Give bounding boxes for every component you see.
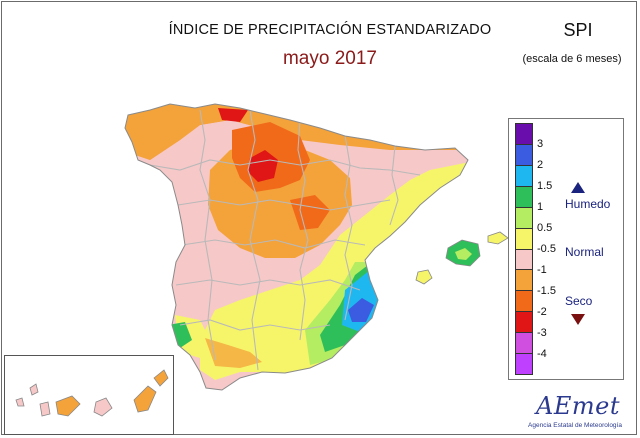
legend-swatch: [516, 186, 532, 208]
legend-swatch: [516, 354, 532, 375]
index-label: SPI: [563, 20, 593, 40]
map-period: mayo 2017: [282, 48, 377, 69]
humid-arrow-icon: [571, 182, 585, 193]
legend-tick-label: 2: [537, 159, 544, 171]
legend-swatch: [516, 144, 532, 166]
legend-tick-label: 1: [537, 201, 544, 213]
legend-tick-label: -4: [537, 348, 547, 360]
dry-arrow-icon: [571, 314, 585, 325]
legend-swatch: [516, 207, 532, 229]
legend-colorbar: [515, 123, 533, 375]
legend-swatch: [516, 124, 532, 145]
legend-tick-label: -2: [537, 306, 547, 318]
canary-inset-frame: [4, 355, 174, 435]
logo-wordmark: AEmet: [536, 392, 620, 420]
balearic-islands: [415, 231, 509, 285]
province-borders: [149, 109, 421, 371]
spi-choropleth: [125, 104, 468, 390]
legend-tick-label: 3: [537, 138, 544, 150]
category-dry: Seco: [565, 294, 593, 308]
spi-legend: 3 2 1.5 1 0.5 -0.5 -1 -1.5 -2 -3 -4 Humedo Normal …: [508, 118, 624, 380]
category-humid: Humedo: [565, 197, 611, 211]
legend-tick-label: 0.5: [537, 222, 553, 234]
category-normal: Normal: [565, 245, 604, 259]
legend-tick-label: -1.5: [537, 285, 556, 297]
scale-label: (escala de 6 meses): [522, 53, 622, 65]
legend-swatch: [516, 270, 532, 292]
aemet-logo: AEmet Agencia Estatal de Meteorología: [516, 392, 634, 432]
legend-swatch: [516, 165, 532, 187]
canary-islands-inset: [15, 369, 169, 417]
legend-swatch: [516, 291, 532, 313]
logo-agency: Agencia Estatal de Meteorología: [528, 422, 622, 429]
legend-tick-label: 1.5: [537, 180, 553, 192]
legend-swatch: [516, 228, 532, 250]
legend-tick-label: -3: [537, 327, 547, 339]
legend-swatch: [516, 312, 532, 334]
legend-swatch: [516, 249, 532, 271]
map-title: ÍNDICE DE PRECIPITACIÓN ESTANDARIZADO: [168, 22, 492, 38]
legend-swatch: [516, 333, 532, 355]
legend-tick-label: -0.5: [537, 243, 556, 255]
spain-coastline: [124, 103, 469, 391]
legend-tick-label: -1: [537, 264, 547, 276]
